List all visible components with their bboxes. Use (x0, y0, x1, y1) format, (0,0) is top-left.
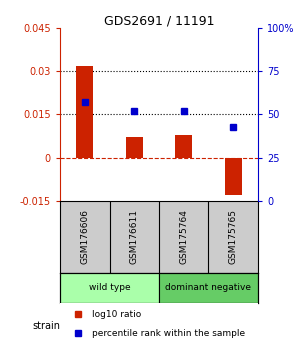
Bar (76, 65, 93, 158)
Bar (175, 135, 192, 158)
Text: log10 ratio: log10 ratio (92, 309, 141, 319)
Bar (225, 158, 242, 195)
Text: strain: strain (32, 321, 60, 331)
Text: percentile rank within the sample: percentile rank within the sample (92, 329, 245, 338)
Bar (60, 273, 159, 303)
Text: dominant negative: dominant negative (166, 283, 251, 292)
Text: GSM175764: GSM175764 (179, 210, 188, 264)
Bar (126, 137, 143, 158)
Bar (159, 273, 258, 303)
Text: GSM176611: GSM176611 (130, 209, 139, 264)
Title: GDS2691 / 11191: GDS2691 / 11191 (104, 14, 214, 27)
Text: GSM175765: GSM175765 (229, 209, 238, 264)
Text: wild type: wild type (89, 283, 130, 292)
Text: GSM176606: GSM176606 (80, 209, 89, 264)
